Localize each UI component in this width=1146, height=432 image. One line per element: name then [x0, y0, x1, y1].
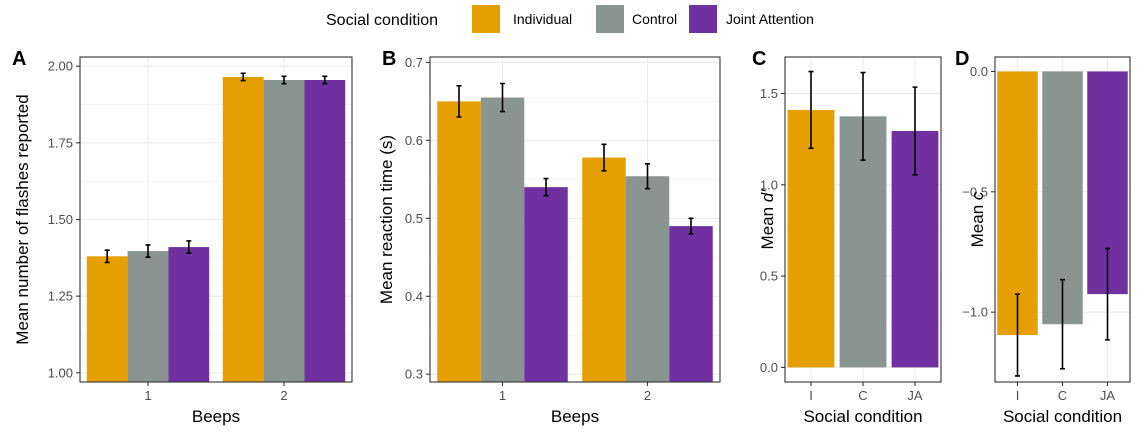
y-tick-label: 1.75 — [48, 135, 73, 150]
bar-control-beeps-2 — [625, 176, 670, 382]
x-tick-label: 1 — [499, 388, 506, 403]
x-tick-label: 2 — [644, 388, 651, 403]
panel-a: 1.00 1.25 1.50 1.75 2.00 1 2 Beeps Mean number o… — [12, 48, 353, 426]
error-bar — [281, 75, 287, 85]
x-tick-label: C — [1058, 388, 1067, 403]
legend-label-individual: Individual — [513, 11, 572, 27]
panel-d: 0.0 −0.5 −1.0 I C JA Social condition Mean c D — [955, 48, 1131, 426]
bar-joint-attention-beeps-2 — [304, 79, 346, 382]
panel-b: 0.3 0.4 0.5 0.6 0.7 1 2 Beeps Mean reaction time… — [377, 48, 721, 426]
legend: Social condition Individual Control Join… — [326, 5, 814, 33]
bar-control-beeps-1 — [480, 97, 525, 382]
panels: 1.00 1.25 1.50 1.75 2.00 1 2 Beeps Mean number o… — [12, 48, 1131, 426]
error-bar — [104, 249, 110, 264]
x-axis-title: Beeps — [551, 407, 599, 426]
x-tick-label: 1 — [144, 388, 151, 403]
y-axis-title: Mean c — [968, 191, 987, 247]
panel-letter: A — [12, 48, 26, 70]
x-tick-label: JA — [1100, 388, 1116, 403]
y-tick-label: 1.50 — [48, 212, 73, 227]
error-bar — [543, 177, 549, 197]
panel-c: 0.0 0.5 1.0 1.5 I C JA Social condition Mean d′ C — [752, 48, 942, 426]
y-tick-label: 0.3 — [405, 367, 423, 382]
panel-letter: D — [955, 48, 969, 70]
y-tick-label: 0.5 — [760, 269, 778, 284]
y-tick-label: 1.25 — [48, 289, 73, 304]
error-bar — [601, 143, 607, 172]
bar-control-beeps-2 — [263, 79, 305, 382]
x-tick-label: I — [1016, 388, 1020, 403]
bar-individual-beeps-1 — [437, 101, 481, 382]
error-bar — [645, 162, 650, 190]
error-bar — [1015, 293, 1020, 377]
y-tick-label: 1.5 — [760, 86, 778, 101]
y-tick-label: 2.00 — [48, 59, 73, 74]
error-bar — [1060, 278, 1065, 370]
y-tick-label: 1.00 — [48, 365, 73, 380]
panel-letter: C — [752, 48, 766, 70]
bar-individual-beeps-2 — [582, 157, 626, 382]
y-axis-title: Mean number of flashes reported — [13, 94, 32, 344]
error-bar — [912, 86, 918, 176]
y-tick-label: 0.0 — [970, 64, 988, 79]
error-bar — [808, 70, 814, 150]
bar-i — [787, 109, 835, 368]
x-tick-label: JA — [907, 388, 923, 403]
legend-title: Social condition — [326, 12, 438, 29]
legend-swatch-joint-attention — [689, 5, 717, 33]
y-axis-title: Mean d′ — [758, 189, 777, 250]
bar-control-beeps-1 — [127, 251, 169, 382]
bar-joint-attention-beeps-2 — [669, 226, 713, 382]
legend-swatch-individual — [472, 5, 500, 33]
legend-label-joint-attention: Joint Attention — [726, 11, 814, 27]
error-bar — [1105, 247, 1110, 341]
legend-swatch-control — [596, 5, 624, 33]
y-tick-label: 1.0 — [760, 177, 778, 192]
x-axis-title: Beeps — [192, 407, 240, 426]
y-tick-label: −0.5 — [962, 184, 988, 199]
y-tick-label: 0.0 — [760, 360, 778, 375]
x-axis-title: Social condition — [1003, 407, 1122, 426]
error-bar — [186, 240, 192, 255]
bar-i — [997, 71, 1038, 336]
bar-individual-beeps-1 — [86, 256, 128, 382]
error-bar — [456, 85, 462, 118]
error-bar — [322, 75, 328, 85]
y-tick-label: 0.4 — [405, 289, 423, 304]
legend-label-control: Control — [632, 11, 677, 27]
bar-individual-beeps-2 — [222, 76, 264, 382]
x-tick-label: C — [858, 388, 867, 403]
x-tick-label: 2 — [280, 388, 287, 403]
x-tick-label: I — [809, 388, 813, 403]
x-axis-title: Social condition — [803, 407, 922, 426]
error-bar — [688, 217, 694, 235]
y-tick-label: 0.7 — [405, 55, 423, 70]
error-bar — [240, 72, 246, 82]
error-bar — [860, 71, 866, 161]
y-axis-title: Mean reaction time (s) — [377, 135, 396, 304]
error-bar — [500, 82, 505, 113]
panel-border — [429, 56, 721, 383]
y-tick-label: 0.5 — [405, 211, 423, 226]
panel-letter: B — [382, 48, 396, 70]
error-bar — [145, 244, 151, 259]
bar-joint-attention-beeps-1 — [524, 187, 568, 382]
y-tick-label: −1.0 — [962, 305, 988, 320]
y-tick-label: 0.6 — [405, 133, 423, 148]
bar-joint-attention-beeps-1 — [168, 247, 210, 382]
